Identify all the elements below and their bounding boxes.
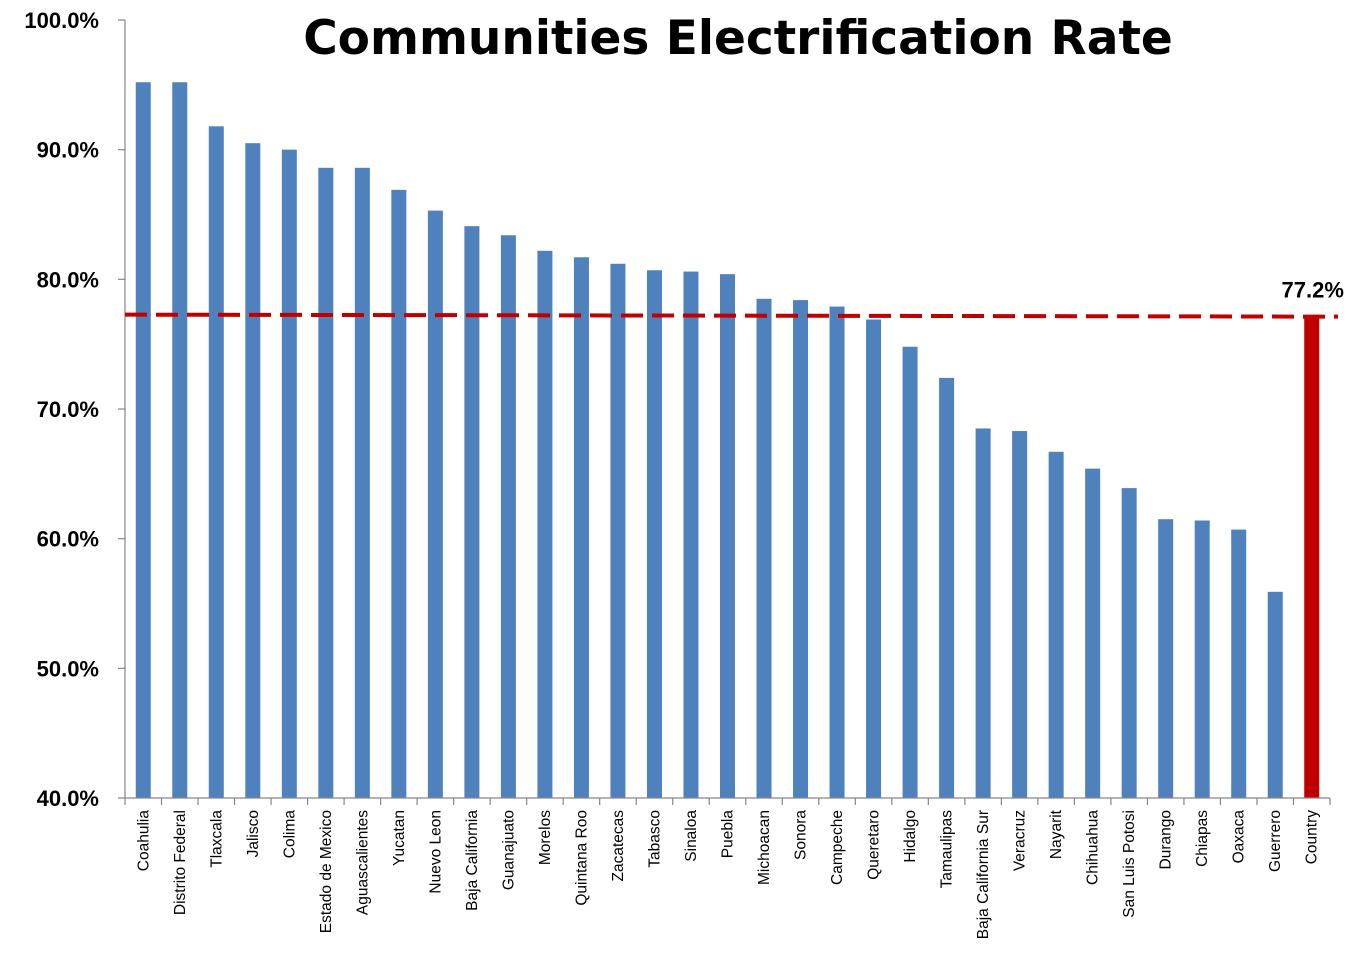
bar	[172, 82, 188, 799]
x-tick-label: Veracruz	[1012, 810, 1029, 871]
x-tick-label: San Luis Potosi	[1121, 810, 1138, 918]
bar	[902, 346, 918, 798]
bar	[975, 428, 991, 798]
bars	[135, 82, 1320, 799]
x-tick-label: Oaxaca	[1231, 810, 1248, 864]
bar	[318, 167, 334, 798]
bar	[281, 149, 297, 798]
chart-title: Communities Electrification Rate	[303, 11, 1173, 66]
x-tick-label: Guanajuato	[500, 810, 517, 890]
x-tick-label: Jalisco	[245, 810, 262, 857]
reference-line-label: 77.2%	[1282, 278, 1344, 303]
x-tick-label: Estado de Mexico	[318, 810, 335, 933]
y-tick-label: 80.0%	[37, 267, 99, 292]
x-tick-label: Sonora	[793, 810, 810, 860]
bar	[720, 274, 735, 798]
bar	[1121, 488, 1137, 798]
bar	[793, 300, 809, 798]
x-tick-label: Baja California	[464, 810, 481, 911]
x-tick-label: Coahulia	[135, 810, 152, 872]
x-tick-label: Tamaulipas	[939, 810, 956, 889]
bar	[756, 298, 772, 798]
x-tick-label: Chiapas	[1194, 810, 1211, 867]
x-tick-label: Guerrero	[1267, 810, 1284, 872]
x-tick-label: Campeche	[829, 810, 846, 885]
bar	[537, 250, 553, 799]
x-tick-label: Aguascalientes	[354, 810, 371, 915]
bar	[464, 226, 480, 799]
x-tick-label: Tabasco	[646, 810, 663, 868]
bar	[1158, 519, 1174, 798]
y-tick-label: 50.0%	[37, 656, 99, 681]
x-tick-label: Tlaxcala	[208, 810, 225, 868]
bar	[866, 319, 882, 798]
x-tick-label: Nuevo Leon	[427, 810, 444, 894]
bar	[646, 270, 662, 798]
x-tick-label: Distrito Federal	[172, 810, 189, 915]
x-tick-label: Country	[1304, 810, 1321, 865]
x-tick-label: Sinaloa	[683, 810, 700, 862]
bar	[683, 271, 699, 798]
y-tick-label: 60.0%	[37, 527, 99, 552]
y-tick-label: 70.0%	[37, 397, 99, 422]
bar	[573, 257, 589, 798]
bar	[1194, 520, 1210, 798]
x-tick-label: Quintana Roo	[573, 810, 590, 906]
x-tick-label: Morelos	[537, 810, 554, 865]
y-tick-label: 100.0%	[24, 8, 99, 33]
x-tick-label: Yucatan	[391, 810, 408, 866]
bar	[610, 263, 626, 799]
bar	[939, 377, 955, 798]
bar	[245, 143, 261, 798]
reference-line-group: 77.2%	[124, 278, 1344, 319]
bar	[500, 235, 516, 798]
x-tick-label: Durango	[1158, 810, 1175, 869]
reference-line	[124, 312, 1339, 319]
bar	[354, 167, 370, 798]
bar	[829, 306, 845, 798]
bar	[135, 82, 151, 799]
x-tick-label: Baja California Sur	[975, 810, 992, 939]
x-tick-label: Hidalgo	[902, 810, 919, 863]
bar	[1012, 431, 1028, 798]
y-tick-label: 40.0%	[37, 786, 99, 811]
bar-highlight	[1304, 315, 1320, 798]
y-tick-label: 90.0%	[37, 138, 99, 163]
x-tick-label: Colima	[281, 810, 298, 859]
y-axis: 40.0% 50.0% 60.0% 70.0% 80.0% 90.0% 100.0%	[24, 8, 126, 811]
x-tick-label: Nayarit	[1048, 809, 1065, 859]
bar	[391, 189, 407, 798]
bar	[1231, 529, 1247, 798]
x-tick-label: Queretaro	[866, 810, 883, 880]
x-tick-label: Michoacan	[756, 810, 773, 885]
x-axis: Coahulia Distrito Federal Tlaxcala Jalisco C…	[124, 797, 1331, 939]
bar	[427, 210, 443, 799]
x-tick-label: Chihuahua	[1085, 810, 1102, 885]
x-tick-label: Zacatecas	[610, 810, 627, 882]
bar	[208, 126, 224, 799]
bar	[1267, 591, 1283, 798]
bar	[1085, 468, 1101, 798]
x-tick-label: Puebla	[720, 810, 737, 859]
bar	[1048, 451, 1064, 798]
